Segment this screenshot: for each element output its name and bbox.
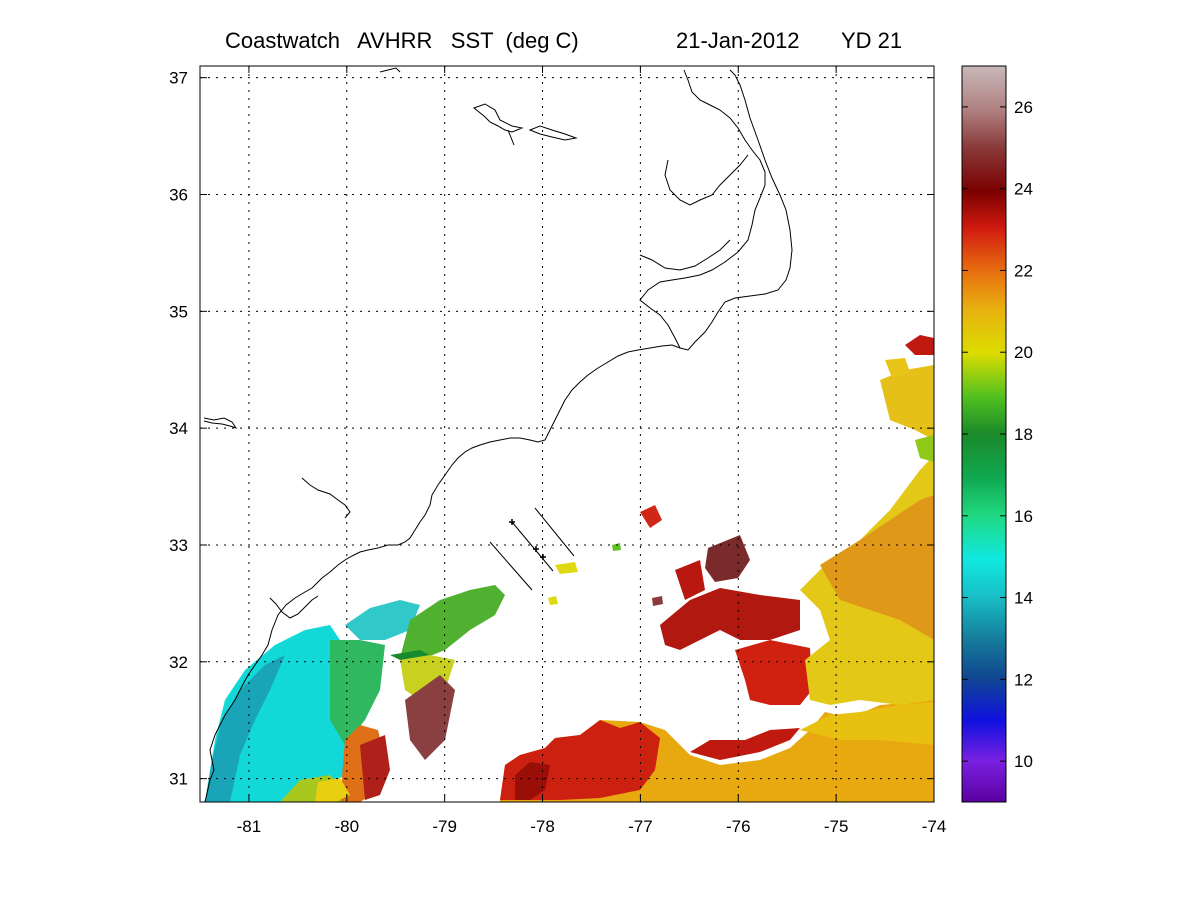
sst-patch-cyan-shelf: [205, 625, 345, 802]
colorbar-tick-label: 10: [1014, 752, 1033, 771]
y-tick-label: 36: [169, 186, 188, 205]
map-axes: -81 -80 -79 -78 -77 -76 -75 -74 31 32 33 34 35 36 37: [169, 66, 946, 836]
colorbar-tick-label: 20: [1014, 343, 1033, 362]
sst-data-layer: [205, 335, 934, 802]
x-tick-label: -80: [335, 817, 360, 836]
y-tick-label: 34: [169, 419, 188, 438]
colorbar-tick-label: 18: [1014, 425, 1033, 444]
x-tick-label: -75: [824, 817, 849, 836]
transect-line-1: [489, 541, 533, 591]
transect-line-2: [511, 521, 554, 572]
coastline-inlet-1: [472, 103, 524, 133]
colorbar-tick-label: 12: [1014, 670, 1033, 689]
colorbar-tick-label: 16: [1014, 507, 1033, 526]
y-tick-label: 31: [169, 770, 188, 789]
map-frame: [199, 65, 935, 803]
sst-patch-green-band: [400, 585, 505, 660]
transect-lines: [489, 507, 575, 591]
sst-patch-brown-tiny: [652, 596, 663, 606]
y-tick-label: 32: [169, 653, 188, 672]
transect-station-marker: [509, 519, 515, 525]
title-date: 21-Jan-2012: [676, 28, 800, 53]
coastline: [203, 67, 793, 802]
colorbar-ticks: 10 12 14 16 18 20 22 24 26: [962, 98, 1033, 771]
coastline-inlet-2: [528, 125, 578, 141]
colorbar-tick-label: 26: [1014, 98, 1033, 117]
sst-patch-deep-red-south: [515, 762, 550, 800]
x-tick-label: -74: [922, 817, 947, 836]
coastline-westfrag: [203, 417, 238, 429]
sst-patch-red-east: [690, 728, 800, 760]
transect-station-marker: [533, 546, 539, 552]
sst-patch-red-central: [660, 588, 800, 650]
sst-patch-orange-east: [820, 495, 934, 640]
x-tick-label: -81: [237, 817, 262, 836]
y-tick-label: 33: [169, 536, 188, 555]
sst-patch-cyan-north: [345, 600, 420, 640]
x-tick-label: -79: [432, 817, 457, 836]
sst-patch-green-tiny: [612, 543, 621, 551]
sst-patch-brown-warm: [705, 535, 750, 582]
coastline-albemarle: [664, 154, 749, 206]
sst-patch-red-blob: [675, 560, 705, 600]
map-title: Coastwatch AVHRR SST (deg C) 21-Jan-2012…: [0, 28, 1200, 58]
sst-patch-red-middle: [735, 640, 812, 705]
coastline-winyah: [301, 477, 351, 519]
title-product: Coastwatch AVHRR SST (deg C): [225, 28, 579, 53]
sst-patch-orange-bay: [800, 702, 934, 745]
y-tick-label: 35: [169, 302, 188, 321]
sst-patch-yellow-coast: [315, 778, 350, 802]
coastline-main: [204, 69, 793, 802]
sst-patch-yellow-northeast: [880, 365, 934, 440]
y-tick-label: 37: [169, 69, 188, 88]
coastline-pamlico: [639, 239, 731, 271]
coastline-sound-inner: [639, 69, 766, 349]
sst-patch-green-mid: [330, 640, 385, 745]
colorbar: 10 12 14 16 18 20 22 24 26: [961, 65, 1033, 803]
sst-patch-yellow-ne-small: [885, 358, 910, 378]
sst-patch-yellow-near-lines: [555, 562, 578, 574]
colorbar-gradient: [961, 65, 1007, 803]
x-tick-label: -77: [628, 817, 653, 836]
sst-patch-red-northeast: [905, 335, 934, 355]
colorbar-tick-label: 24: [1014, 180, 1033, 199]
sst-patch-brown-filament: [405, 675, 455, 760]
coastline-inlet-3: [507, 129, 515, 146]
x-tick-label: -78: [530, 817, 555, 836]
coastline-charleston: [269, 595, 319, 619]
sst-patch-teal-coast: [205, 655, 285, 802]
transect-station-marker: [540, 554, 546, 560]
colorbar-tick-label: 22: [1014, 261, 1033, 280]
sst-patch-red-shelf: [360, 735, 390, 800]
x-tick-label: -76: [726, 817, 751, 836]
sst-patch-green-east: [915, 435, 934, 462]
title-yearday: YD 21: [841, 28, 903, 53]
transect-line-3: [534, 507, 575, 557]
colorbar-tick-label: 14: [1014, 589, 1033, 608]
sst-patch-red-small-north: [640, 505, 662, 528]
sst-patch-yellow-near-lines-2: [548, 596, 558, 605]
coastline-northfrag: [379, 67, 401, 73]
